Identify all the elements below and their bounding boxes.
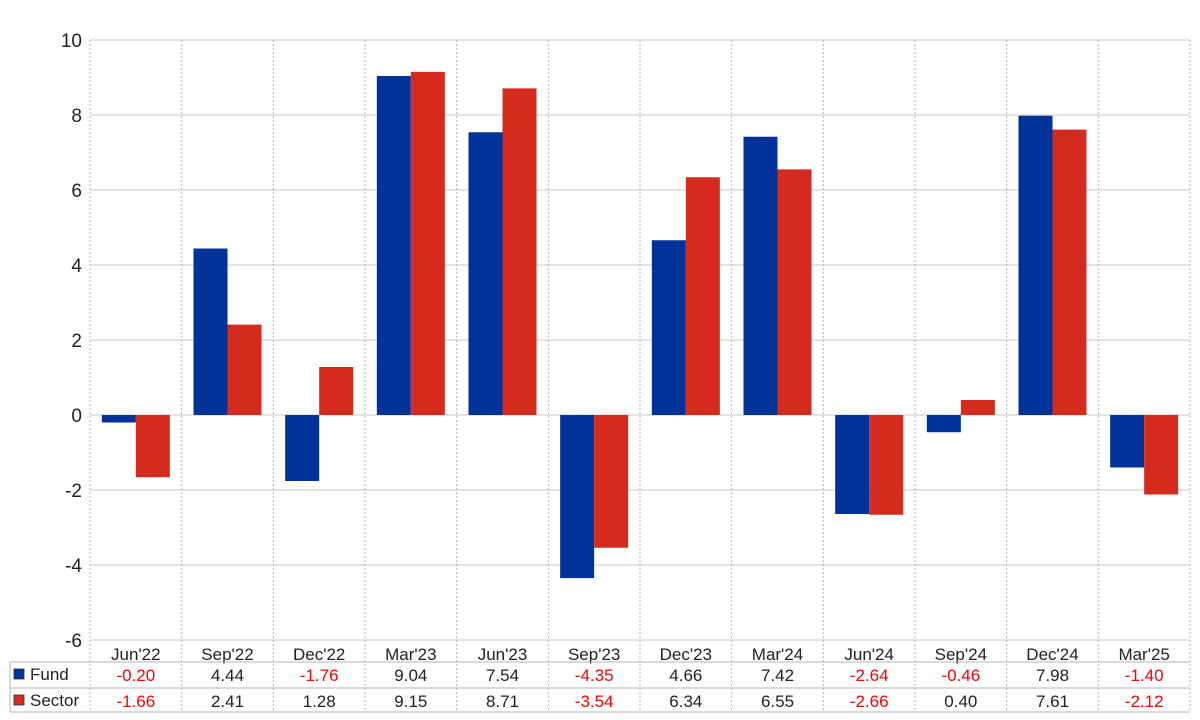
category-label: Mar'23 [385,645,436,664]
y-tick-label: 6 [71,181,82,202]
data-label: -4.35 [575,666,614,685]
category-label: Sep'22 [201,645,253,664]
y-tick-label: -4 [65,556,82,577]
category-label: Jun'22 [111,645,161,664]
data-label: 4.44 [211,666,244,685]
category-label: Dec'23 [660,645,712,664]
data-label: 6.34 [669,692,702,711]
y-tick-label: -6 [65,631,82,652]
data-label: 7.61 [1036,692,1069,711]
y-tick-label: 4 [71,256,82,277]
data-label: 7.54 [486,666,519,685]
bar-sector [1144,415,1179,495]
data-label: 0.40 [944,692,977,711]
legend-swatch-fund [13,668,25,680]
bar-fund [468,132,503,415]
data-label: -2.12 [1125,692,1164,711]
bar-fund [193,248,228,415]
bar-sector [502,88,537,415]
category-label: Jun'23 [478,645,528,664]
bar-sector [1052,129,1087,415]
bar-sector [869,415,904,515]
data-label: -1.76 [300,666,339,685]
bar-fund [743,136,778,415]
bar-fund [285,415,320,481]
bar-sector [227,324,262,415]
data-label: -2.64 [850,666,889,685]
category-label: Mar'24 [752,645,803,664]
data-label: -0.46 [941,666,980,685]
data-label: 4.66 [669,666,702,685]
data-label: -1.40 [1125,666,1164,685]
data-label: 2.41 [211,692,244,711]
bar-sector [135,415,170,478]
data-label: 9.15 [394,692,427,711]
data-label: 8.71 [486,692,519,711]
legend-swatch-sector [13,694,25,706]
data-label: 7.42 [761,666,794,685]
category-label: Sep'23 [568,645,620,664]
bar-fund [376,76,411,415]
category-label: Sep'24 [935,645,987,664]
bar-fund [651,240,686,415]
y-tick-label: 8 [71,106,82,127]
bar-fund [1018,115,1053,415]
bar-sector [410,71,445,415]
data-label: 6.55 [761,692,794,711]
data-label: -0.20 [116,666,155,685]
category-label: Dec'22 [293,645,345,664]
category-label: Jun'24 [844,645,894,664]
bar-fund [101,415,136,423]
data-label: 9.04 [394,666,427,685]
category-label: Dec'24 [1026,645,1078,664]
grid [89,39,1191,710]
data-label: -1.66 [116,692,155,711]
bar-sector [685,177,720,415]
y-tick-label: 0 [71,406,82,427]
bar-fund [1110,415,1145,468]
category-label: Mar'25 [1118,645,1169,664]
bar-sector [960,400,995,415]
legend-label-fund: Fund [30,665,69,684]
bar-sector [777,169,812,415]
data-label: -2.66 [850,692,889,711]
bar-sector [594,415,629,548]
y-tick-label: 2 [71,331,82,352]
bar-fund [926,415,961,433]
bar-sector [319,367,354,415]
data-label: -3.54 [575,692,614,711]
data-label: 1.28 [303,692,336,711]
axes: -6 -4 -2 0 2 4 6 8 10 [61,31,83,652]
data-table: Jun'22 Sep'22 Dec'22 Mar'23 Jun'23 Sep'23 Dec'… [9,645,1190,713]
bars [101,71,1179,579]
legend-label-sector: Sector [30,691,79,710]
bar-fund [560,415,595,579]
y-tick-label: 10 [61,31,82,52]
y-tick-label: -2 [65,481,82,502]
bar-fund [835,415,870,514]
data-label: 7.98 [1036,666,1069,685]
